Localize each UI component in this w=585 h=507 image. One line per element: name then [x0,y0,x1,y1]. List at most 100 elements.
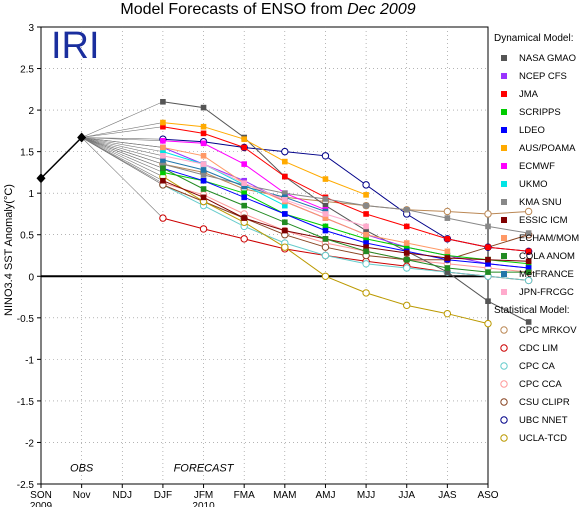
data-point [403,240,410,246]
series-line [162,167,529,269]
data-point [200,152,207,159]
fan-line [81,137,164,173]
data-point [200,167,207,173]
legend-marker [501,199,507,205]
legend-label: ESSIC ICM [519,215,568,226]
year-label: 2010 [192,501,215,507]
data-point [160,177,166,184]
fan-line [81,101,164,138]
series-layer [81,98,533,328]
data-point [200,104,207,111]
series-line [162,182,529,273]
legend-marker [501,217,507,223]
data-point [485,269,491,275]
data-point [160,161,166,167]
data-point [444,255,451,261]
data-point [363,248,369,255]
series-line [162,122,367,196]
y-tick-label: 1.5 [20,148,34,159]
grid: OBS FORECAST [41,27,488,484]
data-point [199,225,208,233]
data-point [321,272,330,280]
legend-label: UCLA-TCD [519,433,567,444]
data-point [524,207,533,216]
data-point [160,165,166,172]
legend-label: CPC CCA [519,379,562,390]
x-tick-label: Nov [73,490,91,501]
data-point [160,144,166,151]
data-point [484,319,492,328]
legend-marker [501,289,507,295]
legend-label: CDC LIM [519,343,558,354]
data-point [200,177,207,184]
data-point [485,298,491,304]
data-point [525,258,532,265]
data-point [524,276,533,285]
x-tick-label: SON [30,490,52,501]
data-point [241,136,247,142]
data-point [241,180,247,187]
x-tick-label: MJJ [357,490,375,501]
data-point [281,243,289,251]
series-nasa-gmao [81,98,532,325]
data-point [444,215,451,221]
data-point [321,251,330,260]
x-tick-label: JAS [438,490,457,501]
data-point [160,148,166,155]
fan-line [81,137,163,152]
data-point [282,197,288,203]
fan-line [81,137,164,169]
legend-marker [501,55,507,61]
legend-label: CPC CA [519,361,556,372]
data-point [282,227,288,234]
data-point [485,256,491,263]
legend-marker [500,416,508,424]
chart-title: Model Forecasts of ENSO from Dec 2009 [120,1,415,18]
data-point [241,194,247,201]
legend-label: SCRIPPS [519,107,561,118]
data-point [444,236,451,242]
data-point [282,219,288,226]
year-label: 2009 [30,501,53,507]
data-point [160,119,166,126]
data-point [282,158,288,165]
x-axis: SON Nov NDJ DJF JFM FMA MAM AMJ MJJ JJA JAS ASO 2009… [30,484,499,507]
fan-line [81,126,163,138]
data-point [362,260,370,268]
iri-logo: IRI [51,25,100,67]
series-line [162,180,529,262]
y-tick-label: -1.5 [17,397,35,408]
legend-label: UKMO [519,179,548,190]
series-line [162,163,529,234]
fan-line [81,137,164,219]
legend-marker [501,109,507,115]
y-tick-label: -1 [25,355,34,366]
data-point [444,248,451,255]
data-point [362,181,370,189]
data-point [241,183,247,190]
data-point [485,244,491,250]
legend-marker [501,235,507,241]
y-tick-label: 0 [28,272,34,283]
series-line [162,147,448,252]
x-tick-label: JFM [194,490,213,501]
data-point [403,264,411,272]
fan-line [81,137,163,161]
data-point [200,140,207,147]
observed-point [77,132,87,143]
data-point [362,289,370,297]
legend-label: COLA ANOM [519,251,575,262]
data-point [241,190,247,196]
data-point [363,192,369,198]
chart-title-date: Dec 2009 [347,1,416,18]
legend-marker [501,181,507,187]
y-tick-label: 2.5 [20,65,34,76]
y-axis: -2.5 -2 -1.5 -1 -0.5 0 0.5 1 1.5 2 2.5 3 [17,23,41,491]
data-point [282,202,288,209]
data-point [403,223,410,230]
legend: Dynamical Model: NASA GMAO NCEP CFS JMA SCRI… [494,33,579,444]
data-point [321,152,330,160]
y-tick-label: -0.5 [17,314,35,325]
fan-line [81,137,164,177]
fan-line [81,137,163,157]
